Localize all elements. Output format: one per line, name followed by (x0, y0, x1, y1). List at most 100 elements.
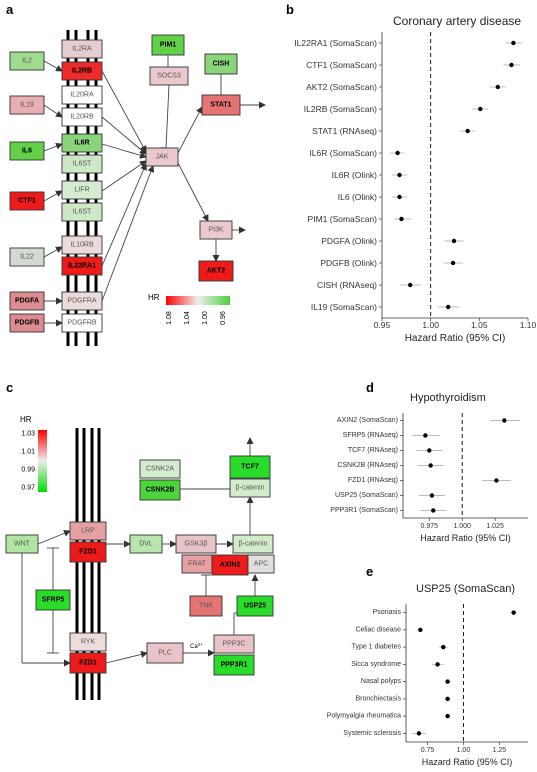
panel-a-legend-gradient (166, 296, 230, 305)
panel-b-x-tick-label: 1.10 (520, 320, 537, 330)
panel-b-point (450, 260, 456, 266)
panel-a-legend: HR 1.08 1.04 1.00 0.96 (148, 293, 230, 325)
panel-c-letter: c (6, 380, 13, 395)
panel-c-node-plc-label: PLC (158, 650, 172, 657)
panel-c-node-bcat2-box (232, 534, 274, 554)
panel-c-legend: HR 1.03 1.01 0.99 0.97 (20, 415, 47, 492)
panel-c-node-tnk-box (189, 595, 223, 617)
panel-a-node-pdgfrb-label: PDGFRB (67, 320, 97, 327)
panel-a-legend-title: HR (148, 293, 160, 302)
panel-b-row-label: AKT2 (SomaScan) (306, 82, 377, 92)
panel-d-point (494, 478, 499, 483)
panel-a-node-il6r-label: IL6R (74, 140, 89, 147)
panel-a-node-il6-box (9, 141, 45, 161)
panel-a-node-il22-box (9, 247, 45, 267)
panel-b-point (445, 304, 451, 310)
panel-c-node-ppp3r1-label: PPP3R1 (221, 662, 248, 669)
panel-a-edge (177, 162, 209, 222)
panel-e-x-axis-title: Hazard Ratio (95% CI) (422, 757, 513, 767)
panel-d-row-label: TCF7 (RNAseq) (348, 447, 398, 454)
panel-d-point (423, 433, 428, 438)
panel-c-node-tnk-label: TNK (199, 603, 213, 610)
panel-e-forest-plot: USP25 (SomaScan) Psoriasis Celiac disease T… (327, 583, 528, 767)
panel-c-node-fzd1a-box (69, 541, 107, 563)
panel-c-node-lrp-label: LRP (81, 528, 95, 535)
panel-b-point (395, 150, 400, 156)
panel-c-node-fzd1b-label: FZD1 (79, 660, 97, 667)
panel-c-legend-gradient (38, 430, 47, 492)
panel-b-row-label: IL22RA1 (SomaScan) (294, 38, 377, 48)
panel-c-node-wnt-label: WNT (14, 541, 31, 548)
panel-a-node-il20rb-label: IL20RB (70, 114, 94, 121)
panel-a-nodes: IL2 IL19 IL6 CTF1 IL22 PDGFA PDGFB IL2RA IL2RB IL… (9, 34, 241, 333)
panel-a-node-ctf1-box (9, 191, 45, 211)
panel-c-node-plc-box (146, 642, 184, 664)
panel-a-node-il2-label: IL2 (22, 58, 32, 65)
panel-c-node-apc-box (247, 554, 275, 574)
panel-b-row-label: PDGFB (Olink) (320, 258, 377, 268)
panel-a-edge (43, 190, 63, 202)
panel-e-x-tick-label: 0.75 (421, 747, 435, 754)
panel-e-point (441, 644, 446, 650)
panel-d-forest-plot: Hypothyroidism AXIN2 (SomaScan) SFRP5 (RNA… (330, 392, 528, 543)
panel-e-row-label: Sicca syndrome (351, 661, 401, 668)
panel-c-node-sfrp5-label: SFRP5 (42, 597, 65, 604)
panel-c-node-bcat1-box (229, 478, 271, 498)
panel-e-row-label: Nasal polyps (361, 678, 402, 685)
panel-a-node-il6st-label: IL6ST (73, 161, 92, 168)
panel-c-node-dvl-box (129, 534, 163, 554)
panel-b-point (399, 216, 404, 222)
panel-e-letter: e (366, 564, 373, 579)
panel-c-node-frat-label: FRAT (188, 561, 206, 568)
panel-a-edge (101, 116, 147, 155)
panel-a-node-pi3k-box (199, 220, 233, 240)
panel-c-node-tcf7-box (229, 455, 271, 479)
panel-b-row-label: CISH (RNAseq) (317, 280, 377, 290)
panel-e-row-label: Systemic sclerosis (343, 730, 401, 737)
panel-c-node-usp25-label: USP25 (244, 603, 266, 610)
panel-a-node-il6st-box (61, 154, 103, 174)
panel-c-legend-tick: 0.97 (21, 485, 35, 492)
panel-a-edge (101, 160, 147, 192)
panel-a-node-jak-box (145, 147, 179, 167)
panel-e-title: USP25 (SomaScan) (416, 583, 515, 595)
panel-c-node-csnk2a-box (139, 459, 181, 479)
calcium-symbol: Ca (190, 644, 198, 650)
panel-c-node-gsk3b-box (175, 534, 217, 554)
panel-a-edge (101, 70, 147, 153)
panel-a-edge (43, 246, 63, 258)
panel-c-node-wnt-box (5, 534, 39, 554)
panel-a-node-cish-label: CISH (213, 61, 230, 68)
panel-a-pathway: IL2 IL19 IL6 CTF1 IL22 PDGFA PDGFB IL2RA IL2RB IL… (9, 30, 266, 346)
panel-b-point (408, 282, 413, 288)
panel-b-row-label: CTF1 (SomaScan) (306, 60, 377, 70)
panel-d-row-label: PPP3R1 (SomaScan) (330, 507, 398, 514)
panel-a-node-stat1-label: STAT1 (210, 102, 231, 109)
panel-a-node-pim1-box (151, 34, 185, 56)
panel-a-node-il22-label: IL22 (20, 254, 34, 261)
panel-a-legend-tick: 1.08 (166, 311, 173, 325)
panel-b-point (509, 62, 514, 68)
panel-c-node-dvl-label: DVL (139, 541, 153, 548)
panel-c-legend-title: HR (20, 415, 32, 424)
panel-b-row-label: IL19 (SomaScan) (311, 302, 377, 312)
panel-b-point (397, 172, 402, 178)
panel-c-node-bcat2-label: β-catenin (239, 541, 268, 548)
panel-c-node-fzd1a-label: FZD1 (79, 549, 97, 556)
panel-d-point (502, 418, 507, 423)
panel-c-legend-tick: 1.03 (21, 431, 35, 438)
panel-a-node-pdgfa-box (9, 291, 45, 311)
panel-c-edge (37, 530, 71, 545)
panel-c-node-ppp3c-label: PPP3C (223, 641, 246, 648)
panel-b-title: Coronary artery disease (393, 14, 521, 28)
panel-c-pathway: WNT LRP FZD1 DVL SFRP5 CSNK2A CSNK2B TCF7 β-cate… (5, 415, 275, 700)
panel-a-edge (101, 165, 155, 302)
panel-b-forest-plot: Coronary artery disease IL22RA1 (SomaScan… (294, 14, 536, 344)
panel-c-node-csnk2b-box (139, 479, 181, 501)
panel-c-node-csnk2a-label: CSNK2A (146, 466, 174, 473)
panel-d-point (431, 508, 436, 513)
panel-a-node-il22ra1-box (61, 256, 103, 276)
panel-a-node-pdgfra-box (61, 291, 103, 311)
panel-a-legend-tick: 1.00 (202, 311, 209, 325)
panel-d-point (429, 493, 435, 498)
